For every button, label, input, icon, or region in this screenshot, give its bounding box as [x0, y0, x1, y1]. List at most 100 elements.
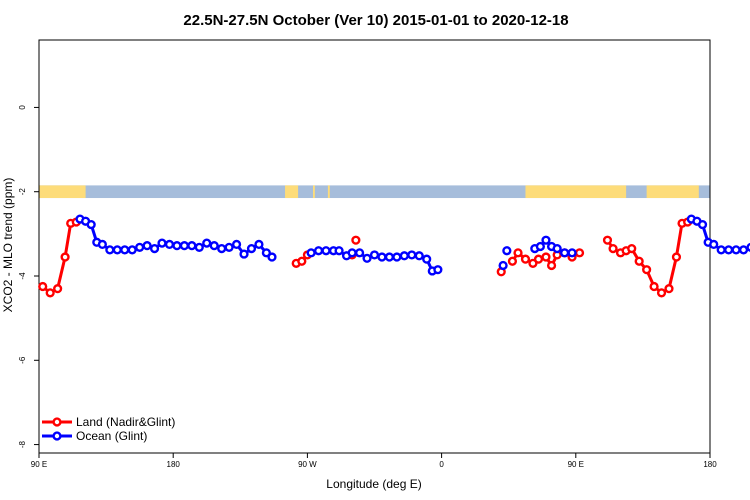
data-point: [187, 241, 197, 251]
data-point: [642, 265, 652, 275]
data-point: [746, 242, 750, 252]
data-point: [567, 248, 577, 258]
data-point: [120, 245, 130, 255]
y-axis-title: XCO2 - MLO trend (ppm): [1, 178, 15, 313]
data-point: [86, 219, 96, 230]
data-point: [164, 239, 175, 249]
data-point: [112, 245, 122, 255]
data-point: [127, 245, 137, 255]
data-point: [267, 252, 277, 262]
x-axis: 90 E 180 90 W 0 90 E 180: [31, 453, 717, 469]
series-layer: [38, 214, 750, 298]
data-point: [528, 258, 538, 268]
data-point: [627, 244, 637, 254]
data-point: [362, 253, 372, 263]
data-point: [502, 246, 512, 256]
y-tick-label: -6: [18, 356, 27, 364]
data-point: [664, 284, 674, 294]
data-point: [157, 238, 167, 248]
data-point: [321, 246, 331, 256]
data-point: [507, 256, 518, 266]
data-point: [202, 238, 212, 248]
data-point: [246, 244, 257, 254]
series-ocean: [75, 214, 750, 276]
x-tick-label: 180: [167, 460, 181, 469]
data-point: [217, 244, 227, 254]
data-point: [560, 248, 570, 258]
data-point: [45, 288, 55, 298]
data-point: [306, 248, 316, 258]
data-point: [552, 244, 562, 254]
data-point: [392, 252, 402, 262]
land-band-2: [312, 185, 315, 199]
x-tick-label: 180: [703, 460, 717, 469]
legend: Land (Nadir&Glint)Ocean (Glint): [42, 415, 175, 443]
y-tick-label: 0: [18, 105, 27, 110]
data-point: [709, 239, 719, 249]
land-band-5: [646, 185, 699, 199]
y-tick-label: -2: [18, 188, 27, 196]
data-point: [231, 239, 242, 249]
data-point: [414, 251, 424, 261]
data-point: [53, 284, 63, 294]
x-tick-label: 0: [439, 460, 444, 469]
data-point: [254, 239, 264, 249]
data-point: [209, 241, 219, 251]
data-point: [377, 252, 387, 262]
data-point: [541, 235, 551, 245]
x-axis-title: Longitude (deg E): [326, 477, 421, 491]
data-point: [697, 219, 708, 230]
data-point: [347, 248, 357, 258]
data-point: [716, 245, 726, 255]
data-point: [354, 248, 365, 258]
data-point: [224, 242, 234, 252]
data-point: [608, 244, 618, 254]
data-point: [135, 242, 145, 252]
data-point: [574, 248, 585, 258]
data-point: [649, 281, 659, 292]
data-point: [407, 250, 417, 260]
data-point: [351, 235, 361, 245]
data-point: [38, 281, 48, 292]
data-point: [634, 256, 644, 266]
surface-band: [39, 185, 710, 199]
legend-label: Land (Nadir&Glint): [76, 415, 175, 429]
data-point: [149, 244, 160, 254]
data-point: [334, 246, 344, 256]
series-line: [41, 220, 77, 295]
data-point: [724, 245, 734, 255]
data-point: [602, 235, 613, 245]
x-tick-label: 90 W: [298, 460, 317, 469]
x-tick-label: 90 E: [568, 460, 584, 469]
data-point: [533, 254, 544, 264]
data-point: [105, 245, 115, 255]
data-point: [60, 252, 70, 262]
land-band-1: [285, 185, 299, 199]
data-point: [313, 246, 324, 256]
data-point: [520, 254, 531, 264]
data-point: [399, 251, 409, 261]
data-point: [97, 239, 107, 249]
data-point: [731, 245, 741, 255]
series-land: [38, 217, 693, 298]
y-tick-label: -4: [18, 272, 27, 280]
land-band-4: [525, 185, 627, 199]
data-point: [671, 252, 682, 262]
data-point: [498, 260, 508, 271]
data-point: [433, 265, 443, 275]
land-band-0: [39, 185, 86, 199]
y-tick-label: -8: [18, 440, 27, 448]
data-point: [541, 252, 551, 262]
x-tick-label: 90 E: [31, 460, 47, 469]
y-axis: 0 -2 -4 -6 -8: [18, 105, 39, 448]
data-point: [384, 252, 395, 262]
data-point: [546, 260, 557, 271]
data-point: [369, 250, 380, 260]
data-point: [656, 288, 667, 298]
data-point: [142, 241, 152, 251]
chart-title: 22.5N-27.5N October (Ver 10) 2015-01-01 …: [183, 12, 568, 29]
data-point: [172, 241, 182, 251]
data-point: [535, 241, 545, 252]
land-band-3: [327, 185, 330, 199]
